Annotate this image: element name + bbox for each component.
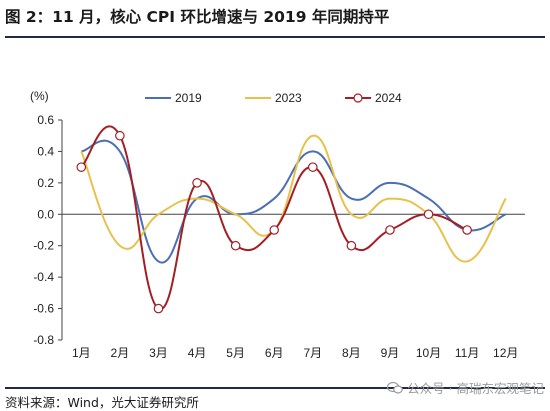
data-point-2024: [192, 178, 202, 188]
y-tick-label: -0.6: [33, 302, 54, 316]
x-tick-label: 1月: [72, 346, 91, 360]
x-tick-label: 12月: [493, 346, 518, 360]
series-line-2019: [81, 139, 507, 264]
data-point-2024: [269, 225, 280, 235]
line-chart: (%) 0.6 0.4 0.2 0.0 -0.2 -0.4 -0.6 -0.8 1月 2月 3月 4月 5…: [30, 89, 525, 360]
legend-label-2023: 2023: [275, 91, 302, 105]
data-point-2024: [385, 225, 395, 235]
y-tick-label: -0.8: [33, 333, 54, 347]
x-tick-label: 6月: [265, 346, 284, 360]
data-point-2024: [115, 130, 125, 141]
x-tick-label: 9月: [381, 346, 400, 360]
y-tick-label: 0.0: [37, 207, 54, 221]
top-rule: [5, 36, 545, 38]
y-tick-label: -0.2: [33, 239, 54, 253]
watermark-text: 公众号 · 高瑞东宏观笔记: [407, 381, 544, 396]
data-point-2024: [153, 303, 164, 314]
x-tick-label: 8月: [342, 346, 361, 360]
data-point-2024: [423, 209, 434, 220]
source-note: 资料来源：Wind，光大证券研究所: [5, 395, 199, 410]
bottom-rule: [5, 387, 545, 389]
data-point-2024: [307, 162, 318, 172]
x-tick-label: 2月: [111, 346, 130, 360]
figure-title: 图 2：11 月，核心 CPI 环比增速与 2019 年同期持平: [5, 8, 390, 26]
y-tick-label: 0.4: [37, 144, 54, 158]
x-tick-label: 5月: [226, 346, 245, 360]
x-tick-label: 4月: [188, 346, 207, 360]
series-line-2024: [80, 125, 468, 310]
x-tick-label: 3月: [149, 346, 168, 360]
y-tick-label: 0.6: [37, 113, 54, 127]
y-axis-unit-label: (%): [30, 89, 49, 103]
chart-series: [76, 125, 507, 314]
data-point-2024: [346, 240, 357, 251]
y-tick-label: 0.2: [37, 176, 54, 190]
x-tick-label: 7月: [303, 346, 322, 360]
wechat-icon: [387, 381, 403, 394]
legend-label-2024: 2024: [375, 91, 402, 105]
data-point-2024: [230, 240, 241, 251]
series-line-2023: [80, 134, 507, 263]
data-point-2024: [462, 225, 472, 235]
data-point-2024: [76, 162, 87, 172]
watermark: 公众号 · 高瑞东宏观笔记: [387, 378, 544, 397]
x-tick-label: 10月: [416, 346, 441, 360]
legend-label-2019: 2019: [175, 91, 202, 105]
chart-legend: 2019 2023 2024: [145, 91, 402, 105]
legend-marker-2024: [353, 93, 363, 103]
x-tick-label: 11月: [455, 346, 479, 360]
y-tick-label: -0.4: [33, 270, 54, 284]
